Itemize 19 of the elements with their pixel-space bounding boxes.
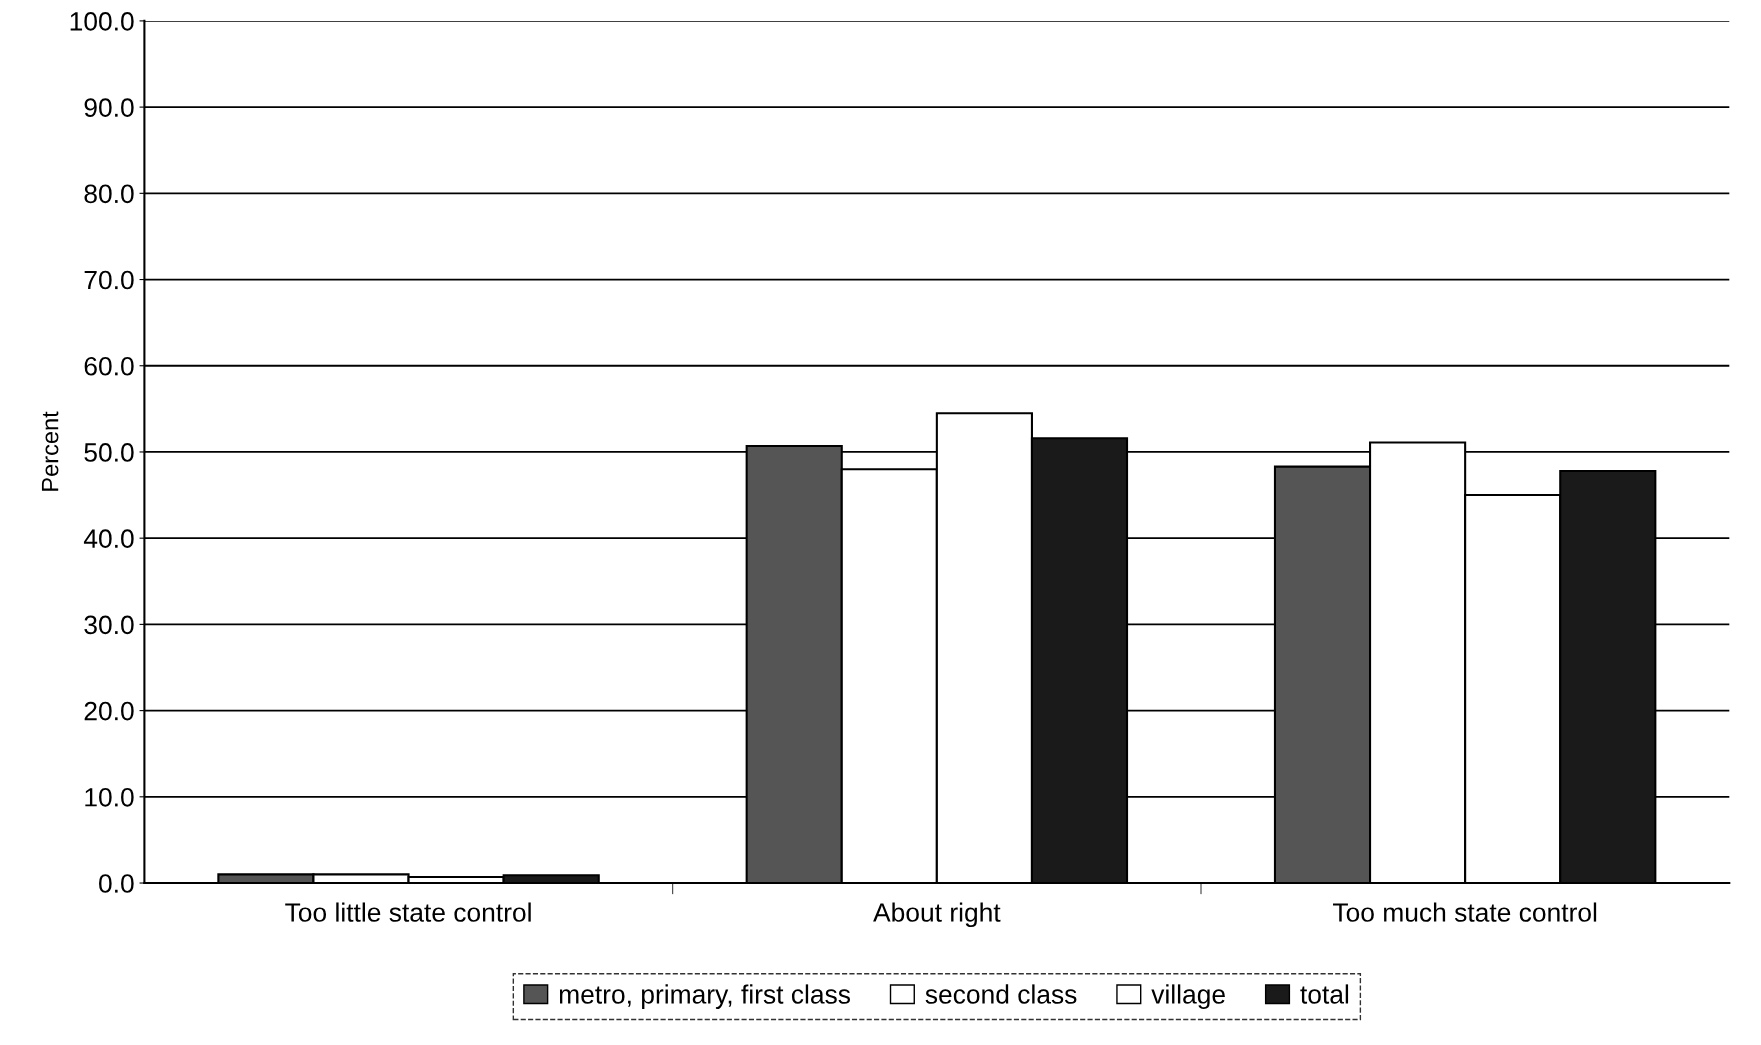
y-tick-label: 90.0 <box>84 98 134 117</box>
y-tick-label: 20.0 <box>84 701 134 721</box>
y-tick-label: 50.0 <box>84 443 134 462</box>
legend-label: metro, primary, first class <box>559 984 850 1009</box>
y-tick-label: 40.0 <box>83 529 134 548</box>
x-tick-label: About right <box>873 902 1001 928</box>
y-tick-label: 10.0 <box>85 787 134 807</box>
y-tick-label: 60.0 <box>84 356 134 376</box>
y-tick-label: 0.0 <box>99 874 134 893</box>
x-tick-label: Too little state control <box>285 902 531 922</box>
y-tick-label: 30.0 <box>84 615 134 635</box>
legend-label: second class <box>925 984 1077 1004</box>
legend-label: village <box>1151 984 1225 1009</box>
y-tick-label: 100.0 <box>70 12 134 31</box>
y-tick-label: 70.0 <box>84 270 134 290</box>
y-tick-label: 80.0 <box>84 184 134 204</box>
legend-label: total <box>1300 984 1349 1004</box>
x-tick-label: Too much state control <box>1333 902 1597 922</box>
y-axis-title: Percent <box>41 411 59 491</box>
